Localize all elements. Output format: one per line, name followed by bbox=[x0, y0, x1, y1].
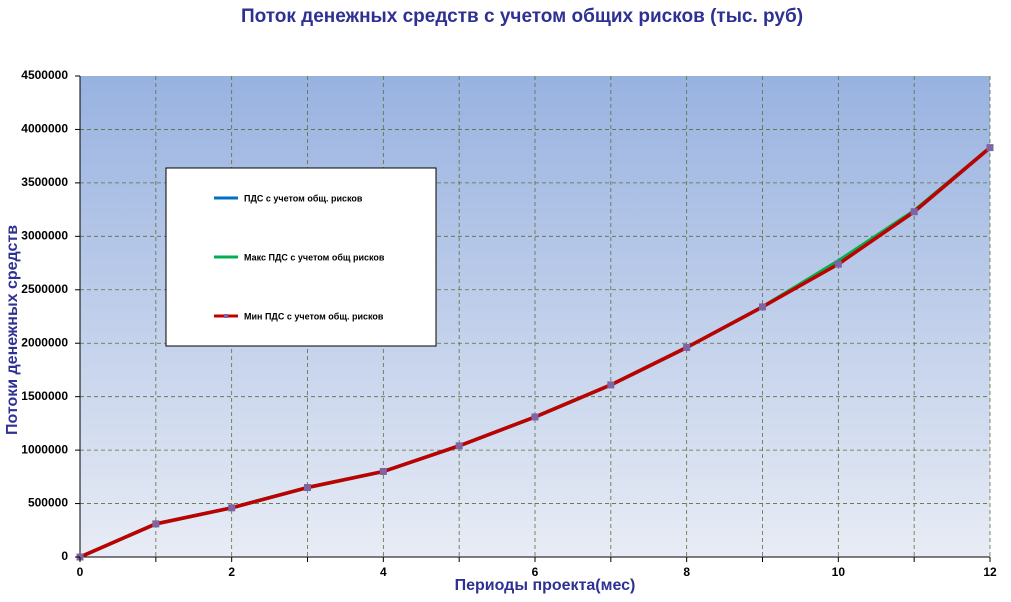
legend: ПДС с учетом общ. рисков Макс ПДС с учето… bbox=[165, 167, 437, 347]
legend-label: Мин ПДС с учетом общ. рисков bbox=[244, 311, 384, 321]
x-tick-label: 4 bbox=[380, 565, 387, 579]
y-tick-label: 0 bbox=[61, 549, 68, 563]
x-tick-label: 12 bbox=[983, 565, 997, 579]
marker bbox=[379, 467, 387, 475]
marker bbox=[759, 303, 766, 311]
y-tick-label: 3500000 bbox=[21, 175, 68, 189]
legend-label: ПДС с учетом общ. рисков bbox=[244, 193, 363, 203]
marker bbox=[304, 484, 311, 492]
grid bbox=[80, 76, 991, 558]
marker bbox=[607, 381, 615, 389]
y-tick-label: 500000 bbox=[28, 496, 68, 510]
x-tick-label: 0 bbox=[77, 565, 84, 579]
marker bbox=[910, 208, 918, 216]
x-tick-label: 8 bbox=[683, 565, 690, 579]
y-tick-label: 2500000 bbox=[21, 282, 68, 296]
marker bbox=[834, 260, 842, 268]
y-tick-label: 1000000 bbox=[21, 442, 68, 456]
marker bbox=[986, 144, 994, 152]
x-axis-title: Периоды проекта(мес) bbox=[455, 577, 636, 594]
marker bbox=[455, 442, 463, 450]
x-tick-label: 2 bbox=[228, 565, 235, 579]
x-tick-label: 10 bbox=[832, 565, 846, 579]
y-tick-label: 2000000 bbox=[21, 335, 68, 349]
y-tick-label: 4000000 bbox=[21, 122, 68, 136]
y-tick-label: 4500000 bbox=[21, 68, 68, 82]
y-tick-label: 1500000 bbox=[21, 389, 68, 403]
marker bbox=[228, 504, 236, 512]
y-tick-label: 3000000 bbox=[21, 229, 68, 243]
legend-box bbox=[165, 167, 437, 347]
marker bbox=[683, 343, 691, 351]
legend-label: Макс ПДС с учетом общ рисков bbox=[244, 252, 385, 262]
x-tick-label: 6 bbox=[532, 565, 539, 579]
chart-title: Поток денежных средств с учетом общих ри… bbox=[241, 6, 803, 27]
marker bbox=[531, 413, 539, 421]
y-axis-title: Потоки денежных средств bbox=[4, 225, 21, 435]
marker bbox=[152, 520, 160, 528]
legend-marker bbox=[224, 314, 228, 318]
lines bbox=[76, 144, 994, 561]
